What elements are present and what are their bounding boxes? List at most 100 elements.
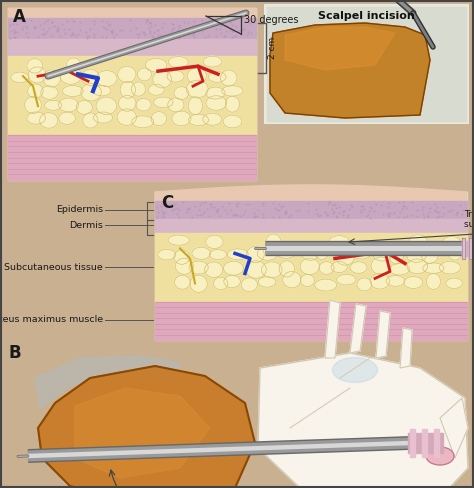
Ellipse shape: [66, 58, 81, 70]
Ellipse shape: [11, 72, 29, 82]
Ellipse shape: [59, 112, 75, 124]
Ellipse shape: [148, 84, 164, 95]
Ellipse shape: [336, 248, 355, 265]
Ellipse shape: [81, 83, 101, 101]
Text: Subcutaneous tissue: Subcutaneous tissue: [4, 263, 103, 271]
Bar: [267, 7, 466, 121]
Ellipse shape: [241, 278, 257, 292]
Ellipse shape: [158, 249, 176, 260]
Bar: [8, 56, 256, 135]
Ellipse shape: [210, 249, 227, 260]
Polygon shape: [350, 304, 366, 353]
Text: B: B: [8, 344, 21, 362]
Ellipse shape: [203, 113, 222, 125]
Bar: [155, 219, 467, 233]
Ellipse shape: [337, 274, 356, 285]
Ellipse shape: [27, 59, 43, 73]
Ellipse shape: [137, 68, 152, 81]
Ellipse shape: [188, 97, 202, 115]
Ellipse shape: [224, 261, 244, 275]
Ellipse shape: [190, 275, 207, 292]
Ellipse shape: [314, 245, 328, 260]
Bar: [8, 19, 256, 39]
Bar: [8, 8, 256, 180]
Ellipse shape: [174, 87, 189, 100]
Ellipse shape: [426, 447, 454, 465]
Ellipse shape: [82, 69, 99, 85]
Ellipse shape: [213, 277, 228, 290]
Ellipse shape: [410, 235, 427, 245]
Polygon shape: [38, 366, 255, 488]
Text: Gluteus maximus muscle: Gluteus maximus muscle: [0, 316, 103, 325]
Ellipse shape: [373, 246, 392, 261]
Polygon shape: [258, 353, 468, 488]
Ellipse shape: [350, 262, 367, 273]
Ellipse shape: [28, 67, 46, 83]
Polygon shape: [285, 27, 395, 70]
Ellipse shape: [442, 237, 461, 249]
Ellipse shape: [246, 261, 266, 278]
Ellipse shape: [186, 80, 208, 98]
Ellipse shape: [97, 70, 117, 86]
Ellipse shape: [45, 101, 62, 110]
Ellipse shape: [27, 112, 46, 124]
Ellipse shape: [357, 278, 372, 291]
Polygon shape: [35, 356, 180, 408]
Ellipse shape: [174, 250, 190, 264]
Ellipse shape: [301, 245, 319, 261]
Ellipse shape: [27, 84, 43, 98]
Ellipse shape: [439, 261, 460, 274]
Text: Dermis: Dermis: [69, 221, 103, 229]
Text: Trocar insertion into
subcutaneous tissue: Trocar insertion into subcutaneous tissu…: [464, 210, 474, 229]
Text: Epidermis: Epidermis: [56, 205, 103, 215]
Ellipse shape: [174, 275, 190, 289]
Ellipse shape: [225, 96, 239, 112]
Ellipse shape: [168, 235, 190, 245]
Ellipse shape: [407, 259, 428, 274]
Ellipse shape: [224, 275, 240, 288]
Polygon shape: [440, 398, 468, 458]
Ellipse shape: [421, 247, 438, 264]
Ellipse shape: [300, 274, 315, 286]
Polygon shape: [469, 238, 472, 259]
Ellipse shape: [151, 112, 167, 126]
Bar: [155, 201, 467, 219]
Ellipse shape: [40, 113, 58, 128]
Ellipse shape: [93, 112, 113, 123]
Ellipse shape: [319, 262, 334, 274]
Ellipse shape: [132, 116, 154, 128]
Polygon shape: [325, 300, 340, 358]
Ellipse shape: [258, 277, 276, 287]
Bar: [155, 192, 467, 340]
Text: Scalpel incision: Scalpel incision: [318, 11, 415, 21]
Ellipse shape: [283, 271, 301, 288]
Bar: [408, 433, 443, 453]
Ellipse shape: [206, 235, 223, 248]
Ellipse shape: [167, 70, 184, 82]
Polygon shape: [462, 238, 465, 259]
Bar: [155, 302, 467, 340]
Ellipse shape: [426, 273, 441, 289]
Ellipse shape: [404, 277, 423, 288]
Ellipse shape: [328, 236, 350, 249]
Bar: [434, 429, 439, 457]
Ellipse shape: [447, 244, 462, 260]
Ellipse shape: [300, 258, 319, 275]
Ellipse shape: [118, 96, 136, 111]
Ellipse shape: [446, 278, 463, 288]
Ellipse shape: [172, 111, 191, 126]
Ellipse shape: [120, 81, 136, 98]
Ellipse shape: [246, 246, 264, 263]
Ellipse shape: [175, 258, 193, 274]
Ellipse shape: [153, 71, 172, 88]
Ellipse shape: [386, 276, 405, 286]
Bar: [8, 135, 256, 180]
Bar: [8, 8, 256, 19]
Ellipse shape: [228, 249, 248, 260]
Ellipse shape: [136, 99, 151, 111]
Ellipse shape: [63, 85, 83, 97]
Ellipse shape: [371, 257, 391, 275]
Polygon shape: [400, 328, 412, 368]
Ellipse shape: [266, 234, 281, 249]
Ellipse shape: [203, 56, 222, 67]
